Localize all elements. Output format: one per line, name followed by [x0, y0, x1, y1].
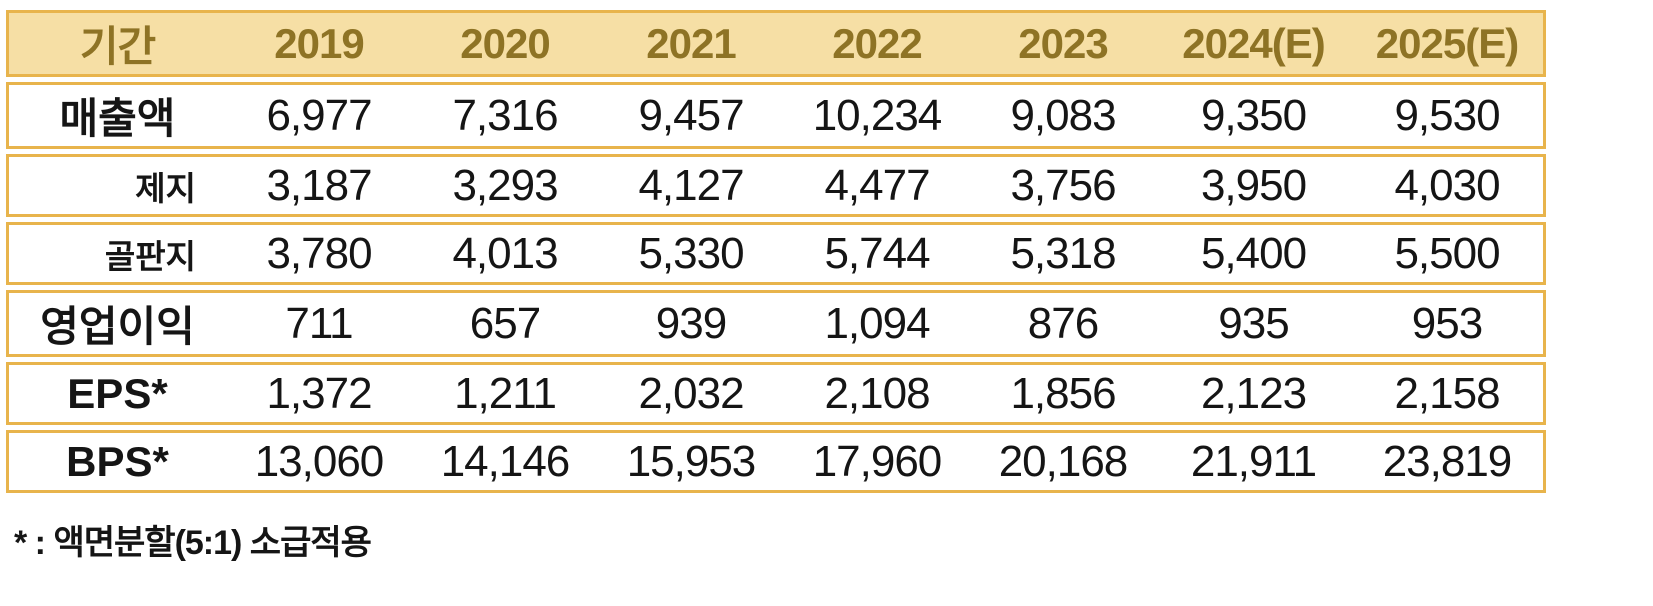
data-cell: 657	[412, 290, 598, 357]
data-cell: 2,158	[1351, 362, 1546, 425]
data-cell: 953	[1351, 290, 1546, 357]
header-cell-year: 2019	[226, 10, 412, 77]
data-cell: 9,350	[1156, 82, 1351, 149]
table-header: 기간 2019 2020 2021 2022 2023 2024(E) 2025(E)	[6, 10, 1546, 77]
data-cell: 6,977	[226, 82, 412, 149]
table-body: 매출액 6,977 7,316 9,457 10,234 9,083 9,350 9,530 제…	[6, 82, 1546, 493]
data-cell: 2,123	[1156, 362, 1351, 425]
header-cell-year: 2022	[784, 10, 970, 77]
row-label: 영업이익	[6, 290, 226, 357]
data-cell: 1,211	[412, 362, 598, 425]
data-cell: 20,168	[970, 430, 1156, 493]
data-cell: 15,953	[598, 430, 784, 493]
data-cell: 4,477	[784, 154, 970, 217]
header-cell-year: 2023	[970, 10, 1156, 77]
data-cell: 2,108	[784, 362, 970, 425]
data-cell: 4,127	[598, 154, 784, 217]
footnote: * : 액면분할(5:1) 소급적용	[14, 524, 372, 562]
data-cell: 1,372	[226, 362, 412, 425]
row-label-sub: 제지	[6, 154, 226, 217]
header-cell-year: 2021	[598, 10, 784, 77]
financial-summary-table: 기간 2019 2020 2021 2022 2023 2024(E) 2025(E) 매출액…	[6, 5, 1546, 498]
data-cell: 14,146	[412, 430, 598, 493]
header-cell-year: 2025(E)	[1351, 10, 1546, 77]
data-cell: 935	[1156, 290, 1351, 357]
data-cell: 9,530	[1351, 82, 1546, 149]
row-label: EPS*	[6, 362, 226, 425]
data-cell: 5,744	[784, 222, 970, 285]
data-cell: 939	[598, 290, 784, 357]
table-row: BPS* 13,060 14,146 15,953 17,960 20,168 21,911…	[6, 430, 1546, 493]
data-cell: 1,094	[784, 290, 970, 357]
data-cell: 5,330	[598, 222, 784, 285]
data-cell: 711	[226, 290, 412, 357]
report-table-section: 기간 2019 2020 2021 2022 2023 2024(E) 2025(E) 매출액…	[6, 5, 1546, 562]
data-cell: 10,234	[784, 82, 970, 149]
data-cell: 5,500	[1351, 222, 1546, 285]
header-row: 기간 2019 2020 2021 2022 2023 2024(E) 2025(E)	[6, 10, 1546, 77]
data-cell: 23,819	[1351, 430, 1546, 493]
table-row: 제지 3,187 3,293 4,127 4,477 3,756 3,950 4,030	[6, 154, 1546, 217]
data-cell: 5,318	[970, 222, 1156, 285]
table-row: 영업이익 711 657 939 1,094 876 935 953	[6, 290, 1546, 357]
row-label-sub: 골판지	[6, 222, 226, 285]
table-row: 골판지 3,780 4,013 5,330 5,744 5,318 5,400 5,500	[6, 222, 1546, 285]
data-cell: 21,911	[1156, 430, 1351, 493]
header-cell-period: 기간	[6, 10, 226, 77]
header-cell-year: 2024(E)	[1156, 10, 1351, 77]
header-cell-year: 2020	[412, 10, 598, 77]
data-cell: 3,756	[970, 154, 1156, 217]
data-cell: 13,060	[226, 430, 412, 493]
data-cell: 4,013	[412, 222, 598, 285]
row-label: BPS*	[6, 430, 226, 493]
data-cell: 3,187	[226, 154, 412, 217]
data-cell: 17,960	[784, 430, 970, 493]
data-cell: 9,457	[598, 82, 784, 149]
data-cell: 5,400	[1156, 222, 1351, 285]
data-cell: 9,083	[970, 82, 1156, 149]
table-row: 매출액 6,977 7,316 9,457 10,234 9,083 9,350 9,530	[6, 82, 1546, 149]
row-label: 매출액	[6, 82, 226, 149]
data-cell: 1,856	[970, 362, 1156, 425]
data-cell: 876	[970, 290, 1156, 357]
data-cell: 3,293	[412, 154, 598, 217]
data-cell: 7,316	[412, 82, 598, 149]
data-cell: 3,780	[226, 222, 412, 285]
table-row: EPS* 1,372 1,211 2,032 2,108 1,856 2,123 2,158	[6, 362, 1546, 425]
data-cell: 3,950	[1156, 154, 1351, 217]
data-cell: 2,032	[598, 362, 784, 425]
data-cell: 4,030	[1351, 154, 1546, 217]
